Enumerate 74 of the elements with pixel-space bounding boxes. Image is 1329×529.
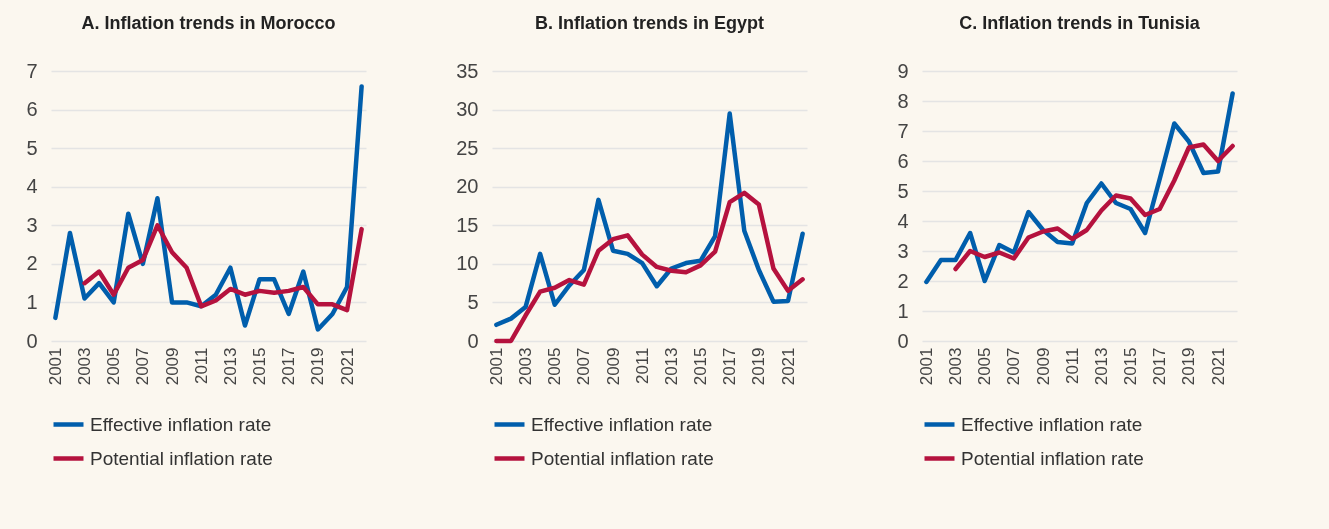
y-tick-label: 7 xyxy=(897,119,909,142)
x-tick-label: 2005 xyxy=(104,347,124,386)
x-tick-label: 2001 xyxy=(916,347,936,386)
y-tick-label: 6 xyxy=(26,98,38,121)
x-tick-label: 2001 xyxy=(45,347,65,386)
y-tick-label: 3 xyxy=(897,239,909,262)
chart-title: C. Inflation trends in Tunisia xyxy=(959,13,1201,33)
y-tick-label: 1 xyxy=(26,290,38,313)
y-tick-label: 3 xyxy=(26,213,38,236)
y-tick-label: 35 xyxy=(456,59,479,82)
x-tick-label: 2007 xyxy=(574,347,594,386)
y-tick-label: 15 xyxy=(456,213,479,236)
y-tick-label: 30 xyxy=(456,98,479,121)
x-tick-label: 2003 xyxy=(75,347,95,386)
x-tick-label: 2005 xyxy=(975,347,995,386)
y-tick-label: 4 xyxy=(26,175,38,198)
x-tick-label: 2011 xyxy=(191,347,211,385)
y-tick-label: 2 xyxy=(897,269,909,292)
line-series xyxy=(53,84,364,332)
x-tick-label: 2021 xyxy=(778,347,798,386)
x-tick-label: 2017 xyxy=(279,347,299,386)
y-tick-label: 4 xyxy=(897,209,909,232)
x-tick-label: 2007 xyxy=(1004,347,1024,386)
y-tick-label: 2 xyxy=(26,252,38,275)
x-tick-label: 2021 xyxy=(1208,347,1228,386)
y-tick-label: 8 xyxy=(897,89,909,112)
y-tick-label: 9 xyxy=(897,59,909,82)
line-series xyxy=(494,111,805,328)
x-tick-label: 2019 xyxy=(308,347,328,386)
x-tick-label: 2013 xyxy=(220,347,240,386)
x-tick-label: 2001 xyxy=(486,347,506,386)
y-tick-label: 0 xyxy=(26,329,38,352)
y-tick-label: 25 xyxy=(456,136,479,159)
legend-label: Effective inflation rate xyxy=(90,413,272,435)
chart-title: A. Inflation trends in Morocco xyxy=(81,13,336,33)
x-tick-label: 2021 xyxy=(337,347,357,386)
x-tick-label: 2019 xyxy=(1179,347,1199,386)
y-tick-label: 7 xyxy=(26,59,38,82)
y-tick-label: 10 xyxy=(456,252,479,275)
x-tick-label: 2017 xyxy=(720,347,740,386)
y-tick-label: 0 xyxy=(467,329,479,352)
y-tick-label: 5 xyxy=(26,136,38,159)
x-tick-label: 2015 xyxy=(1121,347,1141,386)
legend-label: Effective inflation rate xyxy=(961,413,1143,435)
legend-label: Potential inflation rate xyxy=(961,447,1144,469)
x-tick-label: 2015 xyxy=(250,347,270,386)
x-tick-label: 2007 xyxy=(133,347,153,386)
y-tick-label: 1 xyxy=(897,299,909,322)
x-tick-label: 2017 xyxy=(1150,347,1170,386)
x-tick-label: 2009 xyxy=(1033,347,1053,386)
line-series xyxy=(494,190,805,344)
line-series xyxy=(953,142,1235,272)
x-tick-label: 2009 xyxy=(162,347,182,386)
x-tick-label: 2013 xyxy=(1091,347,1111,386)
x-tick-label: 2003 xyxy=(516,347,536,386)
y-tick-label: 0 xyxy=(897,329,909,352)
y-tick-label: 6 xyxy=(897,149,909,172)
y-tick-label: 5 xyxy=(467,290,479,313)
y-tick-label: 5 xyxy=(897,179,909,202)
legend-label: Effective inflation rate xyxy=(531,413,713,435)
legend-label: Potential inflation rate xyxy=(531,447,714,469)
chart-title: B. Inflation trends in Egypt xyxy=(535,13,764,33)
x-tick-label: 2013 xyxy=(661,347,681,386)
y-tick-label: 20 xyxy=(456,175,479,198)
x-tick-label: 2011 xyxy=(632,347,652,385)
x-tick-label: 2019 xyxy=(749,347,769,386)
line-series xyxy=(82,223,364,313)
legend-label: Potential inflation rate xyxy=(90,447,273,469)
x-tick-label: 2011 xyxy=(1062,347,1082,385)
x-tick-label: 2003 xyxy=(946,347,966,386)
line-series xyxy=(924,91,1235,285)
x-tick-label: 2015 xyxy=(691,347,711,386)
x-tick-label: 2005 xyxy=(545,347,565,386)
x-tick-label: 2009 xyxy=(603,347,623,386)
